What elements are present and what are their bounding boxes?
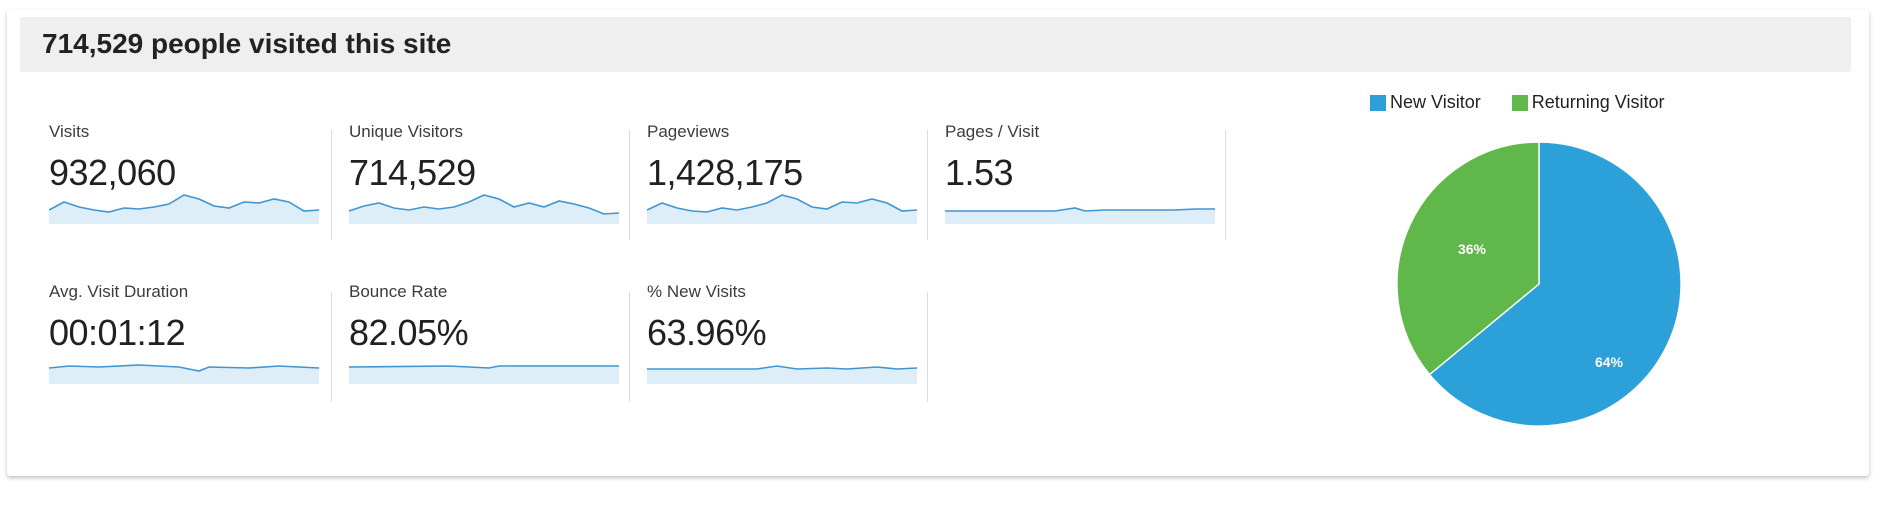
svg-text:64%: 64%	[1595, 354, 1624, 370]
svg-text:36%: 36%	[1458, 241, 1487, 257]
